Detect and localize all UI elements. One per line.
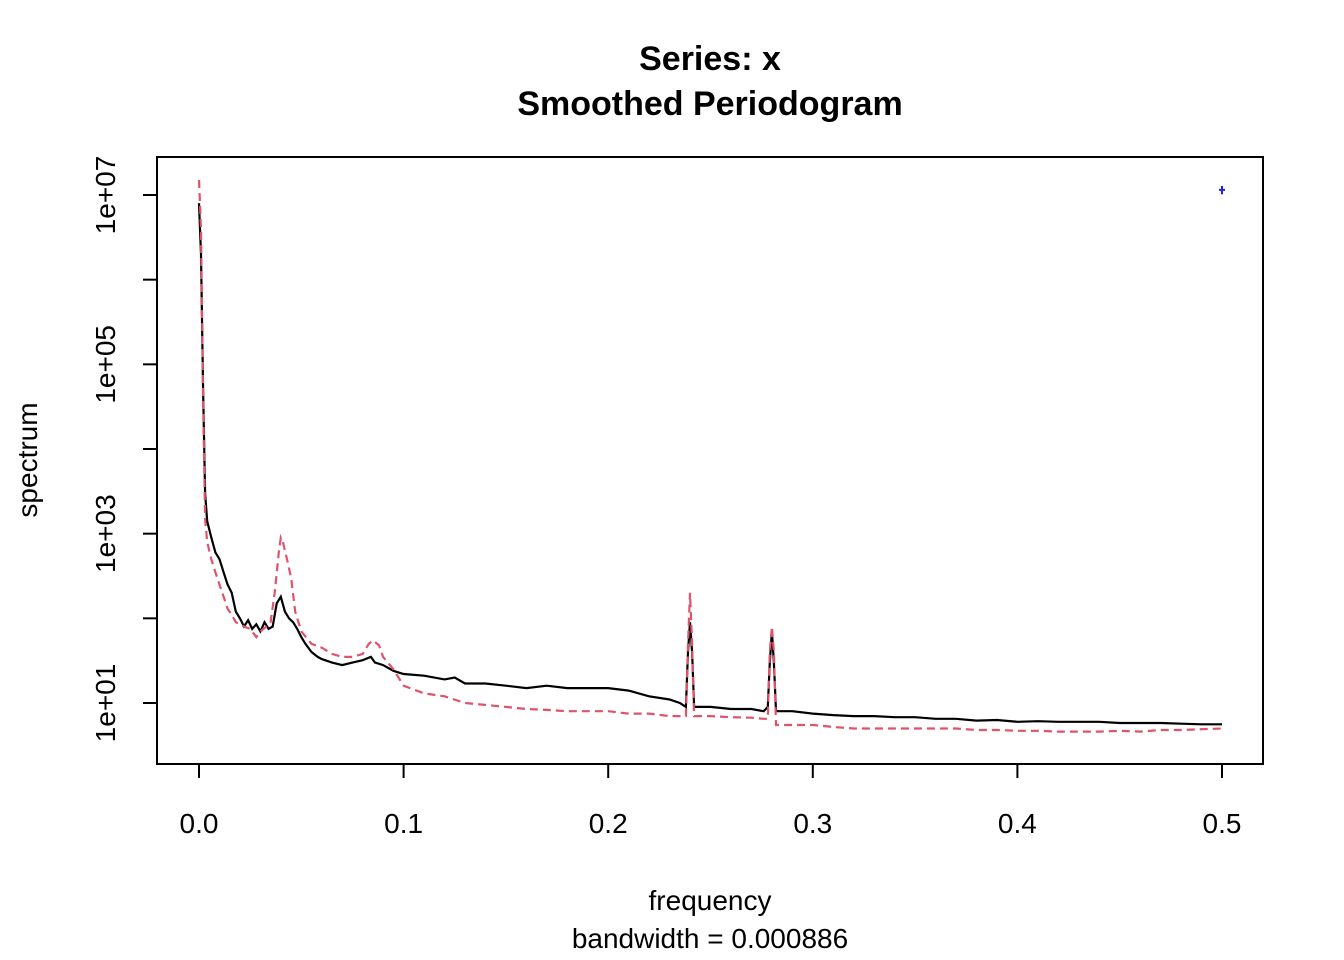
- x-tick-label: 0.5: [1203, 808, 1242, 839]
- x-tick-label: 0.0: [180, 808, 219, 839]
- series-line-dashed: [197, 180, 1223, 733]
- x-axis-label: frequency: [649, 885, 772, 916]
- x-tick-label: 0.1: [384, 808, 423, 839]
- y-axis-label: spectrum: [12, 402, 43, 517]
- y-tick-label: 1e+01: [90, 664, 121, 743]
- confidence-interval-marker: [1219, 185, 1225, 195]
- plot-frame: [156, 156, 1264, 765]
- series-line-solid: [197, 203, 1222, 726]
- chart-title: Series: x: [639, 40, 781, 78]
- x-tick-label: 0.4: [998, 808, 1037, 839]
- chart-subtitle: Smoothed Periodogram: [517, 85, 902, 123]
- x-axis: 0.0 0.1 0.2 0.3 0.4 0.5: [180, 764, 1242, 839]
- x-tick-label: 0.3: [793, 808, 832, 839]
- x-tick-label: 0.2: [589, 808, 628, 839]
- series-layer: [197, 180, 1223, 733]
- x-axis-sublabel: bandwidth = 0.000886: [572, 923, 848, 954]
- y-axis: 1e+01 1e+03 1e+05 1e+07: [90, 156, 157, 743]
- y-tick-label: 1e+05: [90, 325, 121, 404]
- y-tick-label: 1e+07: [90, 156, 121, 235]
- y-tick-label: 1e+03: [90, 494, 121, 573]
